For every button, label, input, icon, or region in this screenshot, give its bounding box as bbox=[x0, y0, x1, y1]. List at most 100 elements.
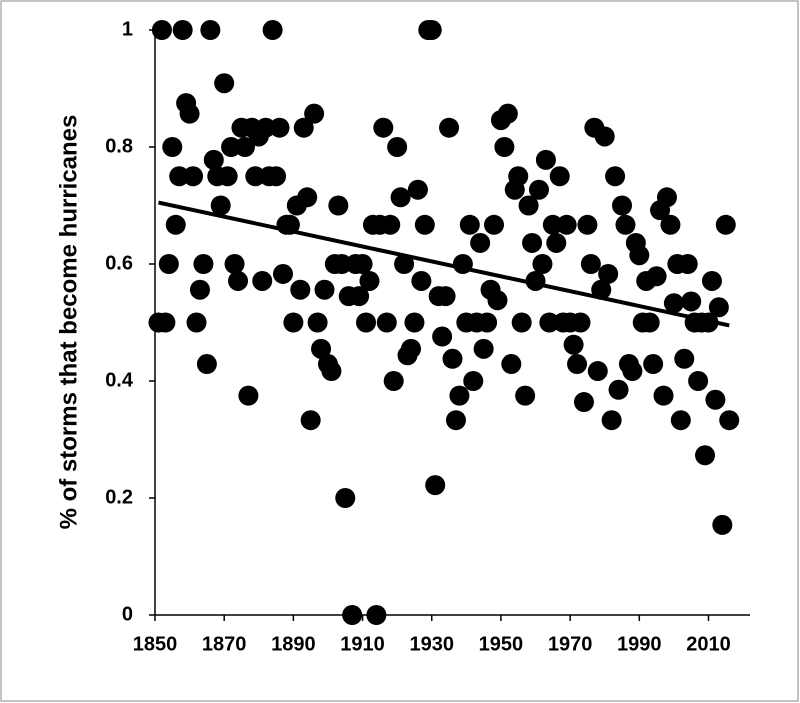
y-axis-label: % of storms that become hurricanes bbox=[55, 115, 82, 530]
point bbox=[660, 214, 681, 235]
point bbox=[331, 254, 352, 274]
point bbox=[179, 103, 200, 124]
point bbox=[563, 334, 584, 355]
point bbox=[712, 514, 733, 535]
point bbox=[639, 312, 660, 333]
point bbox=[383, 371, 404, 391]
point bbox=[542, 214, 563, 235]
point bbox=[508, 166, 529, 187]
point bbox=[629, 245, 650, 266]
point bbox=[532, 254, 553, 274]
point bbox=[293, 117, 314, 138]
x-tick-label: 1890 bbox=[271, 633, 316, 655]
point bbox=[573, 392, 594, 413]
point bbox=[708, 297, 729, 318]
point bbox=[245, 166, 266, 187]
point bbox=[705, 389, 726, 410]
point bbox=[522, 232, 543, 253]
point bbox=[189, 279, 210, 300]
point bbox=[612, 195, 633, 216]
point bbox=[494, 137, 515, 157]
point bbox=[487, 290, 508, 311]
point bbox=[400, 338, 421, 359]
point bbox=[196, 354, 217, 375]
point bbox=[473, 338, 494, 359]
point bbox=[356, 312, 377, 333]
point bbox=[556, 214, 577, 235]
point bbox=[255, 117, 276, 138]
point bbox=[674, 348, 695, 369]
point bbox=[439, 117, 460, 138]
point bbox=[234, 137, 255, 157]
point bbox=[605, 166, 626, 187]
point bbox=[165, 214, 186, 235]
point bbox=[311, 338, 332, 359]
point bbox=[681, 291, 702, 312]
point bbox=[449, 385, 470, 406]
point bbox=[366, 605, 387, 625]
point bbox=[535, 149, 556, 170]
point bbox=[210, 195, 231, 216]
point bbox=[335, 488, 356, 508]
point bbox=[677, 254, 698, 274]
point bbox=[546, 232, 567, 253]
point bbox=[445, 410, 466, 431]
x-tick-label: 1950 bbox=[479, 633, 524, 655]
point bbox=[387, 137, 408, 157]
point bbox=[470, 232, 491, 253]
point bbox=[435, 286, 456, 307]
point bbox=[172, 20, 193, 40]
point bbox=[266, 166, 287, 187]
point bbox=[411, 270, 432, 291]
point bbox=[601, 410, 622, 431]
x-tick-label: 1910 bbox=[340, 633, 385, 655]
point bbox=[183, 166, 204, 187]
point bbox=[715, 214, 736, 235]
point bbox=[290, 279, 311, 300]
point bbox=[432, 326, 453, 347]
point bbox=[528, 179, 549, 200]
x-tick-label: 1930 bbox=[409, 633, 454, 655]
point bbox=[162, 137, 183, 157]
point bbox=[653, 385, 674, 406]
point bbox=[380, 214, 401, 235]
point bbox=[217, 166, 238, 187]
point bbox=[272, 263, 293, 284]
point bbox=[622, 361, 643, 382]
point bbox=[193, 254, 214, 274]
point bbox=[608, 379, 629, 400]
point bbox=[549, 166, 570, 187]
point bbox=[328, 195, 349, 216]
point bbox=[587, 361, 608, 382]
point bbox=[425, 475, 446, 496]
point bbox=[463, 371, 484, 391]
point bbox=[643, 354, 664, 375]
point bbox=[394, 254, 415, 274]
trend-line bbox=[158, 200, 730, 328]
point bbox=[701, 270, 722, 291]
point bbox=[224, 254, 245, 274]
point bbox=[151, 20, 172, 40]
point bbox=[314, 279, 335, 300]
point bbox=[570, 312, 591, 333]
point bbox=[262, 20, 283, 40]
point bbox=[390, 187, 411, 208]
point bbox=[228, 270, 249, 291]
point bbox=[214, 73, 235, 94]
y-tick-label: 0.4 bbox=[105, 369, 134, 391]
point bbox=[373, 117, 394, 138]
point bbox=[203, 149, 224, 170]
point bbox=[670, 410, 691, 431]
point bbox=[518, 195, 539, 216]
point bbox=[169, 166, 190, 187]
x-tick-label: 1970 bbox=[548, 633, 593, 655]
point bbox=[695, 445, 716, 466]
point bbox=[663, 293, 684, 314]
point bbox=[515, 385, 536, 406]
x-tick-label: 1990 bbox=[617, 633, 662, 655]
point bbox=[238, 385, 259, 406]
point bbox=[304, 103, 325, 124]
point bbox=[269, 117, 290, 138]
y-tick-label: 0 bbox=[122, 603, 133, 625]
